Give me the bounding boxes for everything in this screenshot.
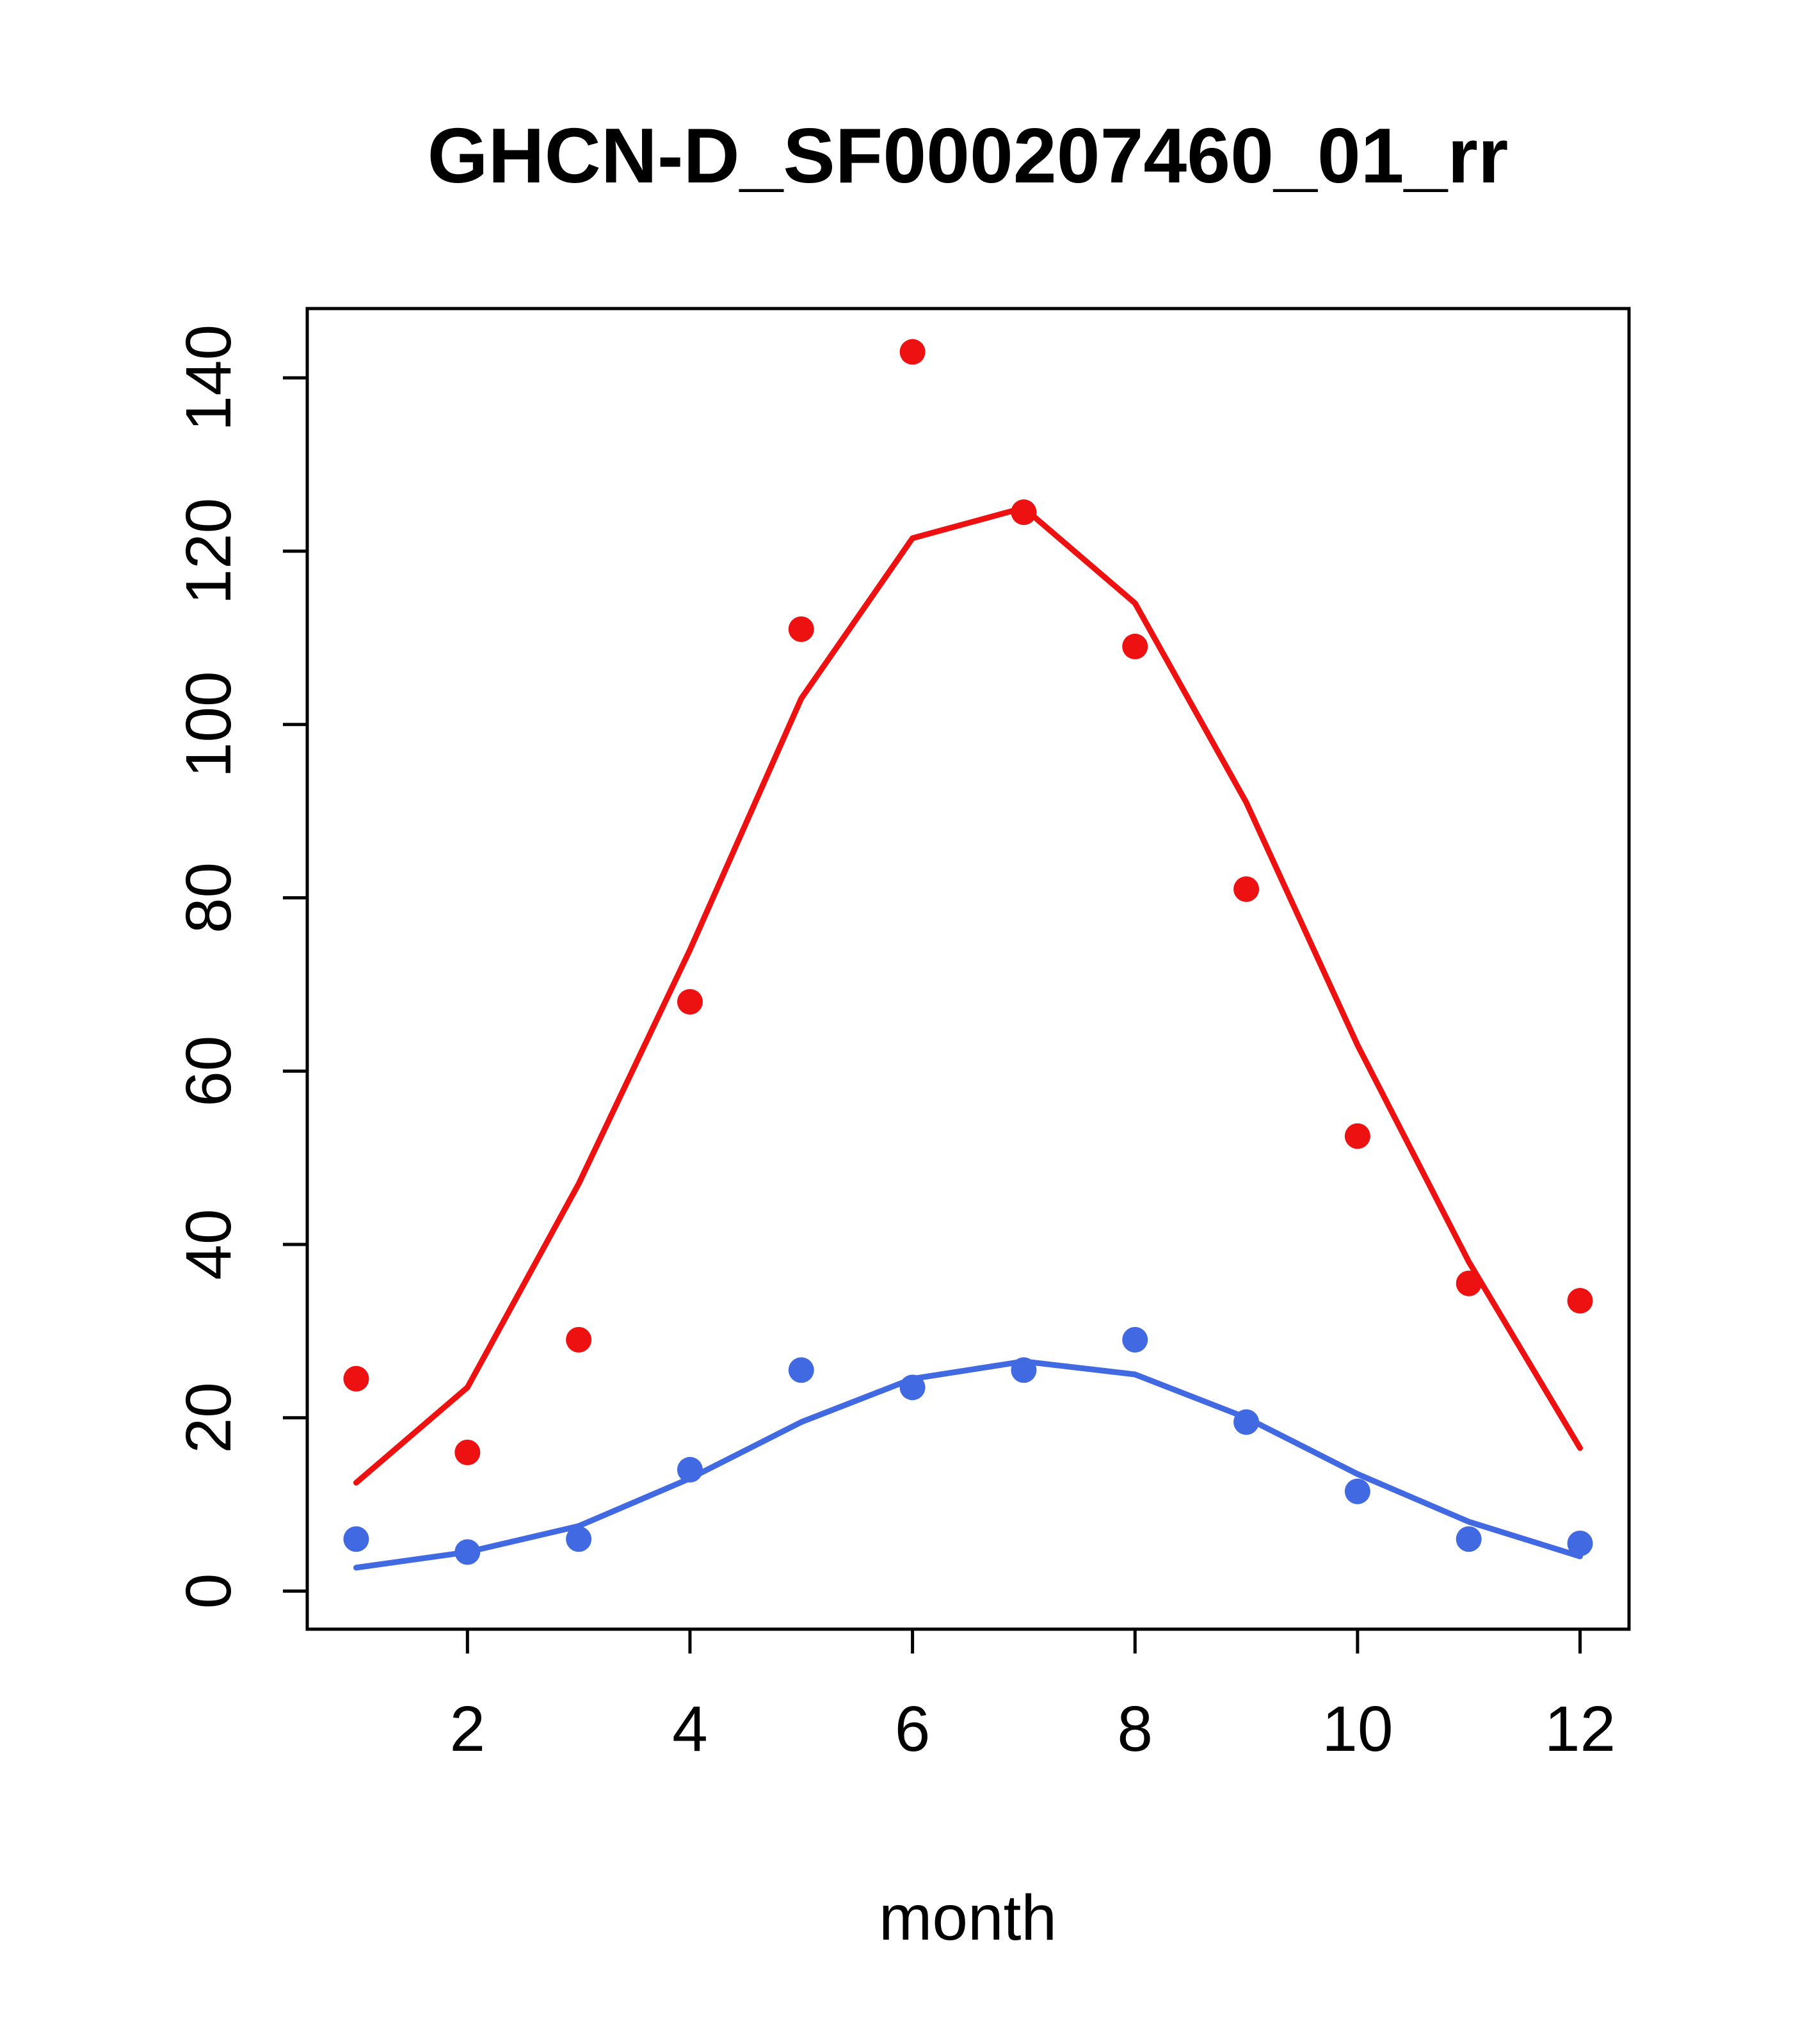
blue-points-point [1344, 1478, 1370, 1504]
blue-smooth-line [353, 1358, 1584, 1571]
y-tick-label: 80 [173, 862, 245, 933]
red-smooth-line [353, 504, 1584, 1486]
x-tick-label: 8 [1117, 1693, 1153, 1765]
red-points-point [566, 1326, 592, 1353]
blue-points-point [1011, 1357, 1037, 1383]
x-axis-label: month [879, 1882, 1057, 1954]
red-points-point [1122, 633, 1148, 659]
x-tick-label: 4 [672, 1693, 708, 1765]
x-tick-label: 10 [1322, 1693, 1393, 1765]
red-points-point [788, 616, 814, 642]
blue-points-point [677, 1456, 703, 1483]
red-points-point [899, 339, 926, 365]
x-tick-label: 12 [1545, 1693, 1616, 1765]
series-layer [343, 339, 1593, 1571]
plot-box [305, 307, 1631, 1631]
y-tick-label: 60 [173, 1036, 245, 1107]
chart-title: GHCN-D_SF000207460_01_rr [428, 112, 1509, 199]
y-tick-label: 20 [173, 1382, 245, 1453]
red-points-point [1456, 1270, 1482, 1296]
blue-points-point [899, 1374, 926, 1401]
red-points-point [1233, 876, 1260, 902]
x-tick-label: 6 [895, 1693, 931, 1765]
red-points-point [1344, 1123, 1370, 1149]
blue-points-point [1567, 1530, 1593, 1556]
y-tick-label: 120 [173, 498, 245, 605]
x-tick-label: 2 [449, 1693, 485, 1765]
red-points-point [1011, 499, 1037, 526]
y-tick-label: 0 [173, 1573, 245, 1609]
red-points-point [343, 1365, 369, 1392]
blue-points-point [788, 1357, 814, 1383]
blue-points-point [1456, 1526, 1482, 1552]
blue-points-point [454, 1539, 481, 1565]
y-tick-label: 100 [173, 671, 245, 778]
y-tick-label: 140 [173, 325, 245, 431]
red-points-point [1567, 1287, 1593, 1314]
blue-points-point [343, 1526, 369, 1552]
y-tick-label: 40 [173, 1209, 245, 1280]
red-points-point [677, 988, 703, 1015]
blue-points-point [1233, 1409, 1260, 1435]
blue-points-point [566, 1526, 592, 1552]
blue-points-point [1122, 1326, 1148, 1353]
red-points-point [454, 1439, 481, 1465]
